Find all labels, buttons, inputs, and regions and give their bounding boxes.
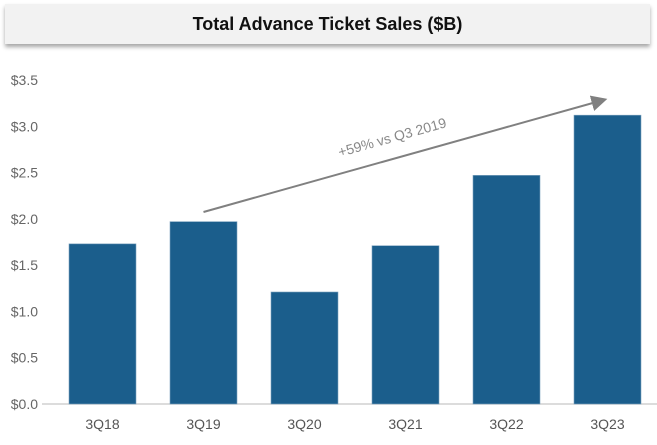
title-banner: Total Advance Ticket Sales ($B)	[5, 4, 650, 44]
y-tick-label: $2.5	[11, 165, 38, 181]
y-tick-label: $1.0	[11, 303, 38, 319]
y-tick-label: $0.0	[11, 396, 38, 412]
growth-arrow	[203, 95, 608, 213]
bar-3Q20	[270, 291, 339, 405]
x-tick-label: 3Q20	[287, 416, 321, 432]
y-tick-label: $0.5	[11, 350, 38, 366]
chart-title: Total Advance Ticket Sales ($B)	[192, 13, 463, 34]
growth-annotation: +59% vs Q3 2019	[336, 114, 448, 160]
y-tick-label: $1.5	[11, 257, 38, 273]
y-tick-label: $3.5	[11, 72, 38, 88]
bar-3Q18	[68, 243, 137, 405]
bar-3Q21	[371, 245, 440, 405]
bar-3Q19	[169, 221, 238, 405]
y-tick-label: $3.0	[11, 118, 38, 134]
bar-3Q23	[573, 114, 642, 405]
x-tick-label: 3Q19	[186, 416, 220, 432]
x-tick-label: 3Q18	[85, 416, 119, 432]
x-tick-label: 3Q23	[590, 416, 624, 432]
x-tick-label: 3Q21	[388, 416, 422, 432]
x-tick-label: 3Q22	[489, 416, 523, 432]
bar-3Q22	[472, 175, 541, 405]
y-tick-label: $2.0	[11, 211, 38, 227]
